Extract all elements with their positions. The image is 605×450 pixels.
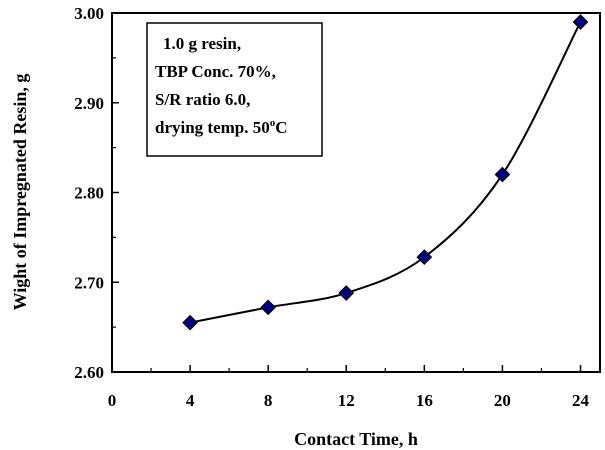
data-point <box>182 314 198 331</box>
x-tick-label: 8 <box>264 391 273 410</box>
y-tick-label: 2.90 <box>74 94 104 113</box>
data-point <box>494 166 511 183</box>
data-point <box>416 249 433 265</box>
data-point <box>260 299 277 316</box>
y-axis-title: Wight of Impregnated Resin, g <box>10 74 30 311</box>
x-tick-label: 12 <box>338 391 355 410</box>
annotation-line-2: TBP Conc. 70%, <box>155 62 276 81</box>
x-tick-label: 20 <box>494 391 511 410</box>
y-tick-label: 2.80 <box>74 184 104 203</box>
y-tick-label: 2.70 <box>74 273 104 292</box>
tick-labels: 0 4 8 12 16 20 24 2.60 2.70 2.80 2.90 3.00 <box>74 4 589 410</box>
annotation-line-1: 1.0 g resin, <box>163 34 241 53</box>
data-point <box>338 285 355 301</box>
x-axis-title: Contact Time, h <box>294 429 418 449</box>
data-point <box>572 14 589 30</box>
annotation-line-4: drying temp. 50oC <box>155 117 288 137</box>
x-tick-label: 24 <box>572 391 590 410</box>
y-tick-label: 3.00 <box>74 4 104 23</box>
y-tick-label: 2.60 <box>74 363 104 382</box>
x-tick-label: 0 <box>108 391 117 410</box>
data-points <box>182 14 589 331</box>
annotation-box: 1.0 g resin, TBP Conc. 70%, S/R ratio 6.… <box>146 22 323 157</box>
axis-ticks <box>111 12 582 373</box>
annotation-line-3: S/R ratio 6.0, <box>155 90 250 109</box>
annotation-border <box>146 22 323 157</box>
x-tick-label: 4 <box>186 391 195 410</box>
x-tick-label: 16 <box>416 391 433 410</box>
